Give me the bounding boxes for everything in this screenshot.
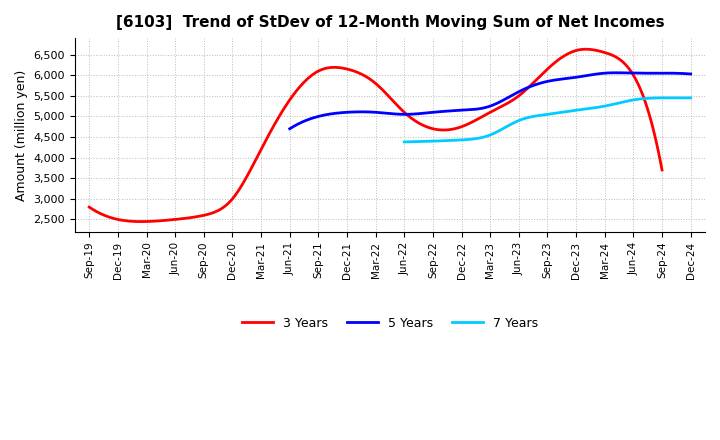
5 Years bbox=[625, 70, 634, 76]
5 Years bbox=[524, 84, 533, 90]
3 Years bbox=[657, 167, 666, 172]
7 Years bbox=[686, 95, 695, 100]
7 Years bbox=[662, 95, 670, 100]
5 Years bbox=[611, 70, 620, 75]
3 Years bbox=[428, 126, 436, 131]
5 Years bbox=[686, 71, 695, 77]
5 Years bbox=[531, 82, 539, 88]
5 Years bbox=[287, 125, 295, 131]
3 Years bbox=[608, 52, 616, 58]
5 Years bbox=[285, 126, 294, 132]
7 Years bbox=[400, 139, 408, 145]
5 Years bbox=[523, 85, 531, 91]
Line: 7 Years: 7 Years bbox=[404, 98, 690, 142]
3 Years bbox=[581, 47, 590, 52]
7 Years bbox=[570, 108, 579, 113]
3 Years bbox=[137, 219, 145, 224]
Y-axis label: Amount (million yen): Amount (million yen) bbox=[15, 70, 28, 201]
5 Years bbox=[650, 70, 659, 76]
3 Years bbox=[85, 205, 94, 210]
7 Years bbox=[401, 139, 410, 145]
7 Years bbox=[642, 96, 650, 101]
3 Years bbox=[87, 206, 96, 211]
7 Years bbox=[570, 108, 578, 113]
7 Years bbox=[575, 107, 584, 113]
3 Years bbox=[426, 125, 435, 131]
Legend: 3 Years, 5 Years, 7 Years: 3 Years, 5 Years, 7 Years bbox=[237, 312, 543, 335]
3 Years bbox=[438, 127, 446, 132]
Line: 5 Years: 5 Years bbox=[289, 73, 690, 129]
Line: 3 Years: 3 Years bbox=[89, 49, 662, 222]
3 Years bbox=[570, 48, 578, 54]
Title: [6103]  Trend of StDev of 12-Month Moving Sum of Net Incomes: [6103] Trend of StDev of 12-Month Moving… bbox=[116, 15, 665, 30]
7 Years bbox=[660, 95, 668, 100]
